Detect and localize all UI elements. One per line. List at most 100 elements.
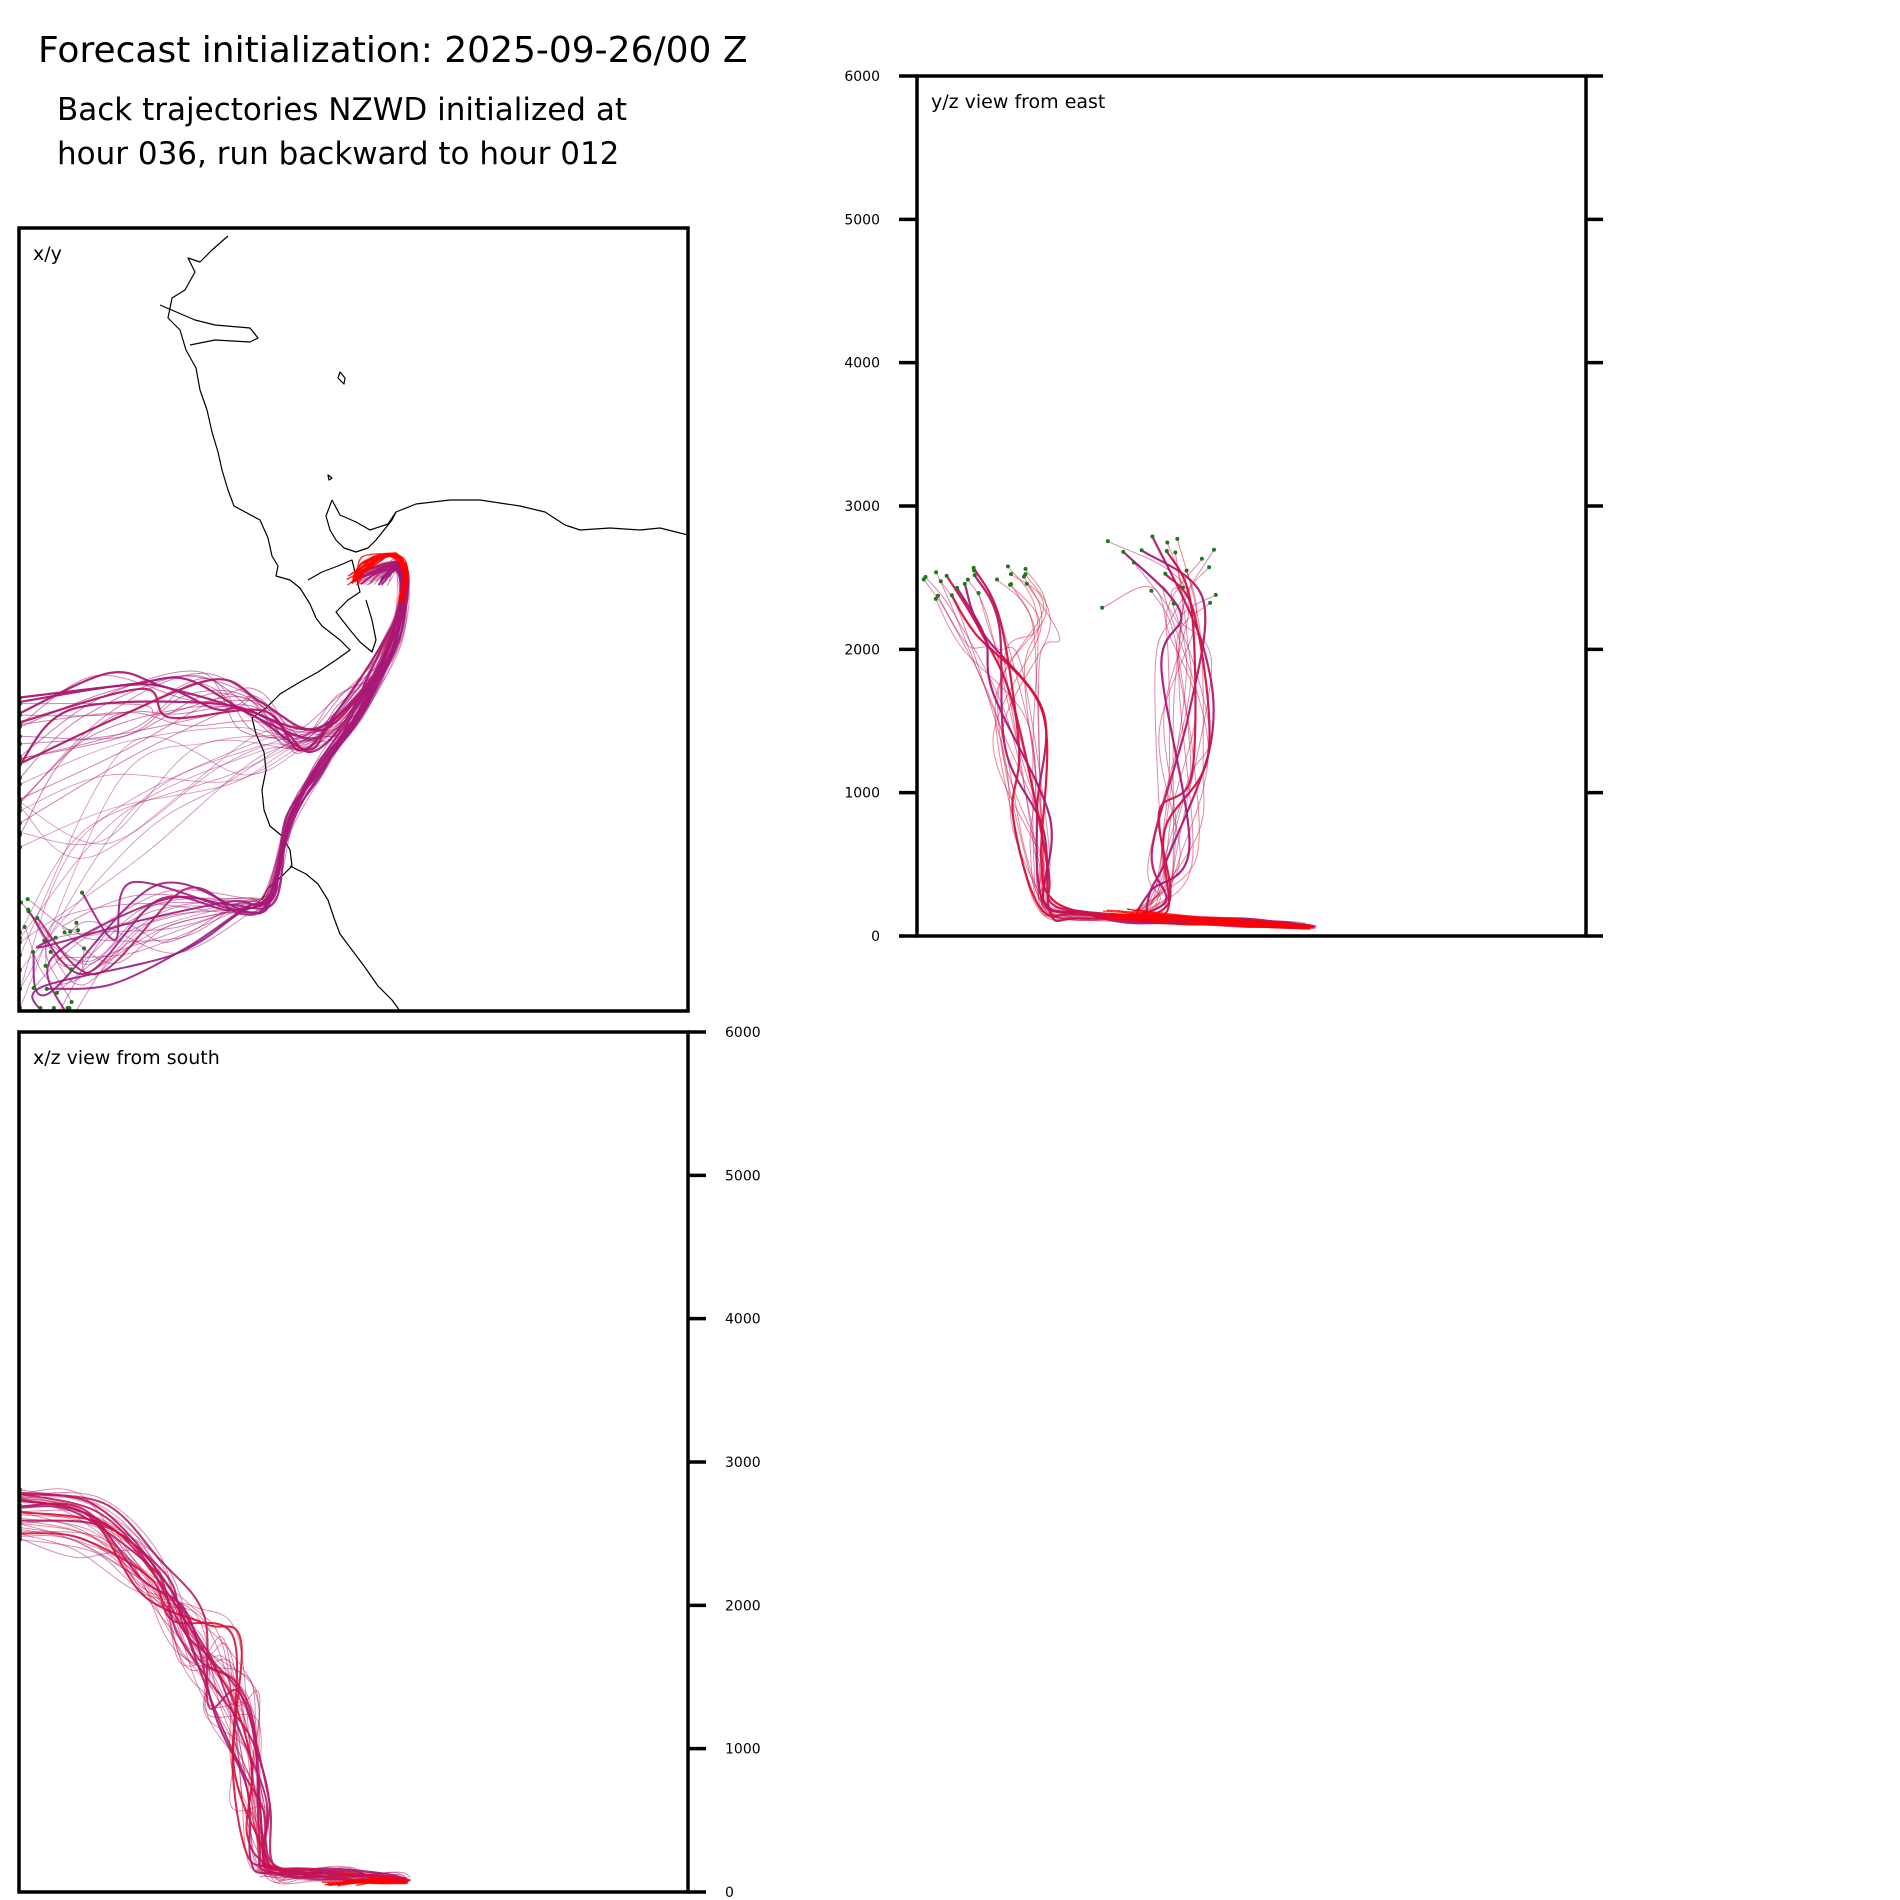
trajectory-line xyxy=(19,1519,406,1881)
y-tick-label: 3000 xyxy=(844,499,880,515)
trajectory-endpoint xyxy=(921,577,926,582)
trajectory-endpoint xyxy=(995,577,1000,582)
trajectory-line xyxy=(19,1498,406,1885)
trajectory-endpoint xyxy=(75,928,80,933)
trajectory-endpoint xyxy=(1121,549,1126,554)
trajectory-endpoint xyxy=(67,1006,72,1010)
trajectory-line xyxy=(19,1503,408,1884)
coastline-west xyxy=(167,235,351,901)
trajectory-line xyxy=(35,566,405,949)
trajectory-line xyxy=(19,1510,403,1880)
subtitle-line-2: hour 036, run backward to hour 012 xyxy=(57,136,620,172)
trajectory-endpoint xyxy=(976,590,981,595)
trajectory-line xyxy=(19,1514,409,1883)
y-tick-label: 5000 xyxy=(844,212,880,228)
trajectory-line xyxy=(19,564,402,812)
trajectory-endpoint xyxy=(44,986,49,991)
trajectory-endpoint xyxy=(1100,605,1105,610)
trajectory-endpoint xyxy=(1165,540,1170,545)
trajectory-line xyxy=(19,567,401,859)
trajectory-endpoint xyxy=(1005,564,1010,569)
trajectory-line xyxy=(1133,562,1307,929)
trajectory-endpoint xyxy=(955,585,960,590)
trajectory-endpoint xyxy=(1021,574,1026,579)
trajectory-line xyxy=(50,568,409,986)
y-tick-label: 3000 xyxy=(725,1455,761,1471)
trajectory-line xyxy=(1129,558,1314,929)
trajectory-endpoint xyxy=(69,967,74,972)
trajectory-endpoint xyxy=(80,890,85,895)
trajectory-line xyxy=(81,568,405,941)
island-2 xyxy=(327,474,333,481)
trajectory-line xyxy=(27,567,406,967)
trajectory-line xyxy=(19,1497,403,1883)
y-tick-label: 2000 xyxy=(725,1598,761,1614)
trajectory-line xyxy=(19,1530,403,1884)
y-tick-label: 0 xyxy=(871,929,880,945)
y-tick-label: 1000 xyxy=(725,1742,761,1758)
trajectory-endpoint xyxy=(69,1000,74,1005)
trajectory-start-segment xyxy=(356,555,405,595)
coastline-south xyxy=(289,865,401,1011)
yz-y-axis: 0 1000 2000 3000 4000 5000 6000 xyxy=(844,69,917,945)
trajectory-endpoint xyxy=(68,929,73,934)
trajectory-endpoint xyxy=(25,897,30,902)
trajectory-endpoint xyxy=(1199,556,1204,561)
trajectory-endpoint xyxy=(1171,601,1176,606)
trajectory-endpoint xyxy=(1009,572,1014,577)
trajectory-endpoint xyxy=(43,963,48,968)
trajectory-line xyxy=(19,1497,408,1884)
trajectory-line xyxy=(1129,570,1312,929)
y-tick-label: 5000 xyxy=(725,1168,761,1184)
xz-panel-label: x/z view from south xyxy=(33,1047,220,1069)
trajectory-endpoint xyxy=(38,1006,43,1010)
y-tick-label: 4000 xyxy=(844,356,880,372)
xy-trajectories xyxy=(19,552,410,1011)
trajectory-endpoint xyxy=(1009,582,1014,587)
trajectory-line xyxy=(1122,551,1309,928)
y-tick-label: 1000 xyxy=(844,786,880,802)
trajectory-endpoint xyxy=(934,570,939,575)
trajectory-endpoint xyxy=(1164,548,1169,553)
yz-frame xyxy=(915,74,1588,938)
trajectory-start-segment xyxy=(354,553,409,596)
trajectory-endpoint xyxy=(1163,571,1168,576)
xz-trajectories xyxy=(19,1487,411,1887)
trajectory-start-segment xyxy=(337,1879,409,1884)
y-tick-label: 2000 xyxy=(844,642,880,658)
trajectory-endpoint xyxy=(1023,566,1028,571)
trajectory-endpoint xyxy=(965,577,970,582)
trajectory-line xyxy=(935,572,1311,930)
trajectory-line xyxy=(19,570,404,943)
trajectory-endpoint xyxy=(1105,539,1110,544)
trajectory-line xyxy=(75,564,404,1011)
trajectory-line xyxy=(19,1528,409,1884)
y-tick-label: 4000 xyxy=(725,1312,761,1328)
y-tick-label: 6000 xyxy=(725,1025,761,1041)
trajectory-endpoint xyxy=(26,907,31,912)
trajectory-endpoint xyxy=(1024,581,1029,586)
y-tick-label: 6000 xyxy=(844,69,880,85)
trajectory-endpoint xyxy=(1139,548,1144,553)
trajectory-endpoint xyxy=(1173,550,1178,555)
trajectory-endpoint xyxy=(35,916,40,921)
trajectory-line xyxy=(46,565,403,1011)
coastline-mid xyxy=(159,304,259,346)
y-tick-label: 0 xyxy=(725,1885,734,1900)
trajectory-endpoint xyxy=(31,985,36,990)
trajectory-line xyxy=(19,1502,406,1884)
trajectory-line xyxy=(19,1501,405,1884)
trajectory-endpoint xyxy=(1208,600,1213,605)
coastline-gulf xyxy=(307,559,377,653)
trajectory-endpoint xyxy=(933,596,938,601)
coastline-peninsula xyxy=(325,499,397,553)
figure-title: Forecast initialization: 2025-09-26/00 Z xyxy=(38,30,748,71)
panel-xz: 0 1000 2000 3000 4000 5000 6000 x/z view from … xyxy=(17,1025,761,1900)
trajectory-endpoint xyxy=(74,920,79,925)
trajectory-line xyxy=(55,562,409,970)
trajectory-line xyxy=(19,561,407,785)
trajectory-line xyxy=(940,581,1311,930)
trajectory-line xyxy=(19,1491,405,1881)
trajectory-line xyxy=(19,562,404,800)
trajectory-line xyxy=(19,1505,408,1885)
